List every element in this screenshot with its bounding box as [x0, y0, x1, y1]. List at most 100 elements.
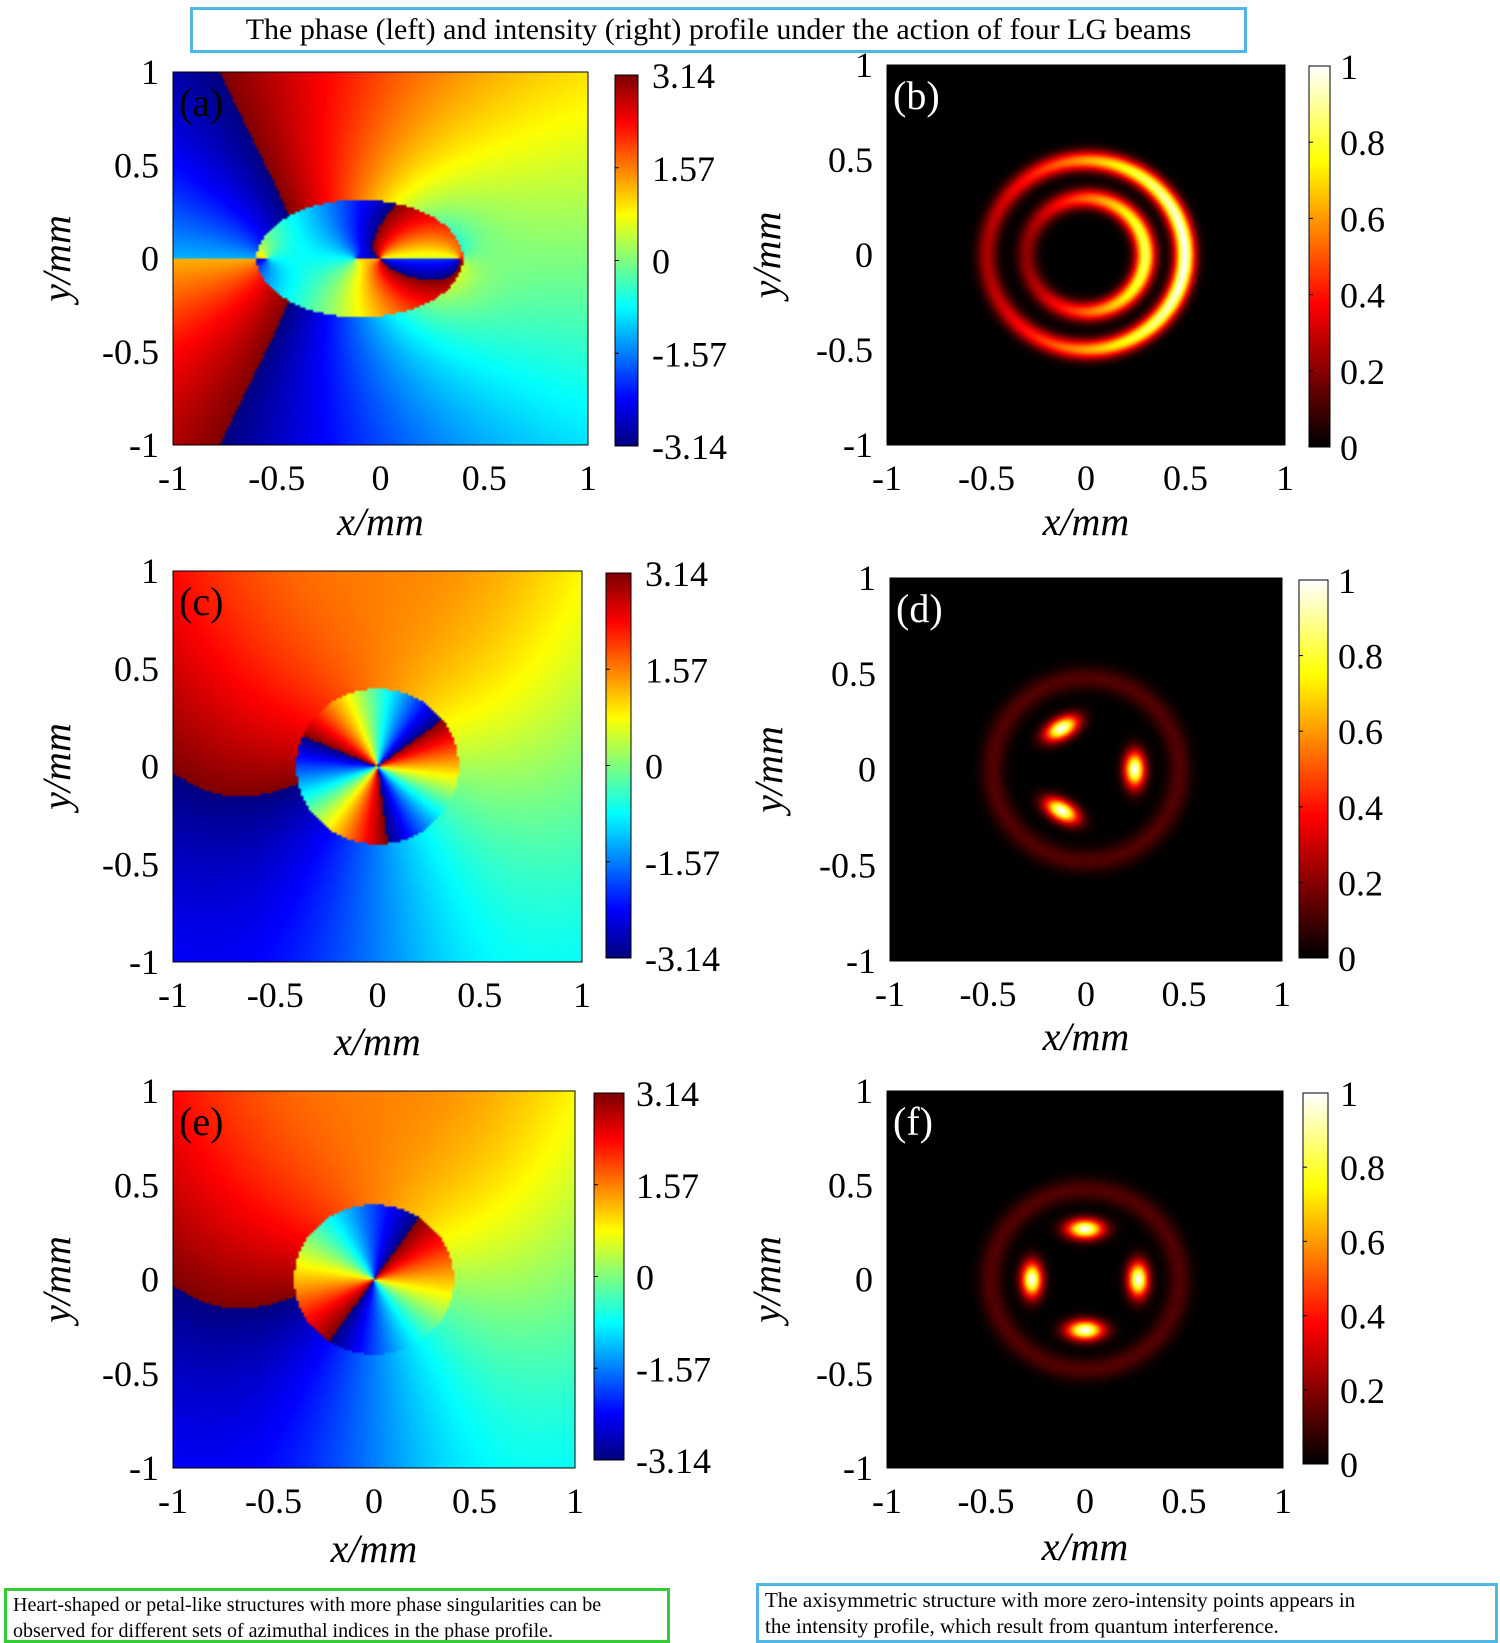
colorbar-tick-label: 0.2	[1338, 863, 1383, 903]
colorbar-tick-label: -1.57	[652, 334, 727, 374]
y-tick-label: 1	[855, 45, 873, 85]
y-tick-label: 0	[141, 1260, 159, 1300]
figure-title: The phase (left) and intensity (right) p…	[190, 7, 1247, 53]
x-axis-label: x/mm	[336, 499, 424, 544]
y-tick-label: -1	[846, 941, 876, 981]
colorbar-tick-label: 0.2	[1340, 1371, 1385, 1411]
x-tick-label: -1	[872, 1481, 902, 1521]
panel-f: (f) 1 0.5 0 -0.5 -1-1 -0.5 0 0.5 1 x/mm y/mm 1 0.8 0.6…	[744, 1071, 1385, 1569]
colorbar-tick-label: -1.57	[636, 1349, 711, 1389]
y-tick-label: 1	[141, 52, 159, 92]
x-tick-label: 0.5	[1162, 974, 1207, 1014]
panel-d: (d) 1 0.5 0 -0.5 -1-1 -0.5 0 0.5 1 x/mm y/mm 1 0.8 0.6…	[746, 558, 1383, 1059]
y-tick-label: 0.5	[114, 145, 159, 185]
panel-label: (e)	[179, 1099, 223, 1144]
colorbar-tick-label: 0	[1340, 428, 1358, 468]
x-axis-label: x/mm	[1042, 499, 1130, 544]
colorbar-tick-label: 3.14	[636, 1074, 699, 1114]
y-tick-label: -0.5	[816, 1354, 873, 1394]
y-tick-label: 0.5	[114, 649, 159, 689]
x-tick-label: 0	[372, 458, 390, 498]
heatmap-image	[173, 72, 588, 445]
y-tick-label: 0	[855, 235, 873, 275]
x-tick-label: 1	[573, 975, 591, 1015]
y-tick-label: 1	[855, 1071, 873, 1111]
colorbar-tick-label: 0	[652, 242, 670, 282]
colorbar	[1299, 580, 1328, 958]
plot-frame	[172, 71, 589, 446]
colorbar-tick-label: 0.6	[1340, 199, 1385, 239]
x-tick-label: 0	[1077, 458, 1095, 498]
x-tick-label: 0	[1077, 974, 1095, 1014]
colorbar-tick-label: 0.4	[1340, 276, 1385, 316]
colorbar	[1309, 66, 1330, 447]
x-tick-label: 0.5	[1162, 1481, 1207, 1521]
right-caption-note: The axisymmetric structure with more zer…	[756, 1583, 1498, 1643]
x-tick-label: 0.5	[457, 975, 502, 1015]
y-tick-label: -0.5	[102, 332, 159, 372]
colorbar-tick-label: -1.57	[645, 843, 720, 883]
panel-label: (f)	[893, 1099, 933, 1144]
plot-frame	[886, 64, 1286, 446]
colorbar-frame	[1302, 1092, 1329, 1465]
heatmap-image	[887, 65, 1285, 445]
colorbar-tick-label: 1.57	[636, 1166, 699, 1206]
x-tick-label: -0.5	[245, 1481, 302, 1521]
y-tick-label: 0.5	[831, 654, 876, 694]
colorbar-tick-label: 0.4	[1338, 788, 1383, 828]
colorbar-tick-label: 0.8	[1340, 1148, 1385, 1188]
colorbar-tick-label: 1.57	[652, 149, 715, 189]
x-tick-label: -1	[875, 974, 905, 1014]
panel-label: (c)	[179, 579, 223, 624]
y-tick-label: 1	[858, 558, 876, 598]
y-tick-label: -1	[129, 1448, 159, 1488]
colorbar-frame	[1298, 579, 1329, 959]
colorbar	[606, 573, 631, 958]
x-tick-label: 0.5	[452, 1481, 497, 1521]
y-tick-label: 0	[858, 750, 876, 790]
panel-label: (a)	[179, 80, 223, 125]
x-tick-label: -0.5	[248, 458, 305, 498]
heatmap-image	[887, 1091, 1283, 1468]
plot-frame	[172, 570, 583, 963]
y-axis-label: y/mm	[34, 723, 79, 814]
x-tick-label: -1	[158, 458, 188, 498]
heatmap-image	[173, 1091, 575, 1468]
y-tick-label: -0.5	[102, 844, 159, 884]
y-tick-label: 0.5	[114, 1165, 159, 1205]
y-axis-label: y/mm	[746, 726, 791, 817]
y-tick-label: 0.5	[828, 140, 873, 180]
colorbar-tick-label: 0.6	[1338, 712, 1383, 752]
colorbar-tick-label: 0	[1338, 939, 1356, 979]
colorbar-tick-label: 0.2	[1340, 352, 1385, 392]
x-axis-label: x/mm	[1041, 1524, 1129, 1569]
x-tick-label: 1	[1273, 974, 1291, 1014]
y-tick-label: 0	[855, 1260, 873, 1300]
panel-e: (e) 1 0.5 0 -0.5 -1-1 -0.5 0 0.5 1 x/mm y/mm 3.14 1.5…	[34, 1071, 711, 1571]
plot-frame	[172, 1090, 576, 1469]
colorbar-tick-label: 1	[1338, 561, 1356, 601]
x-tick-label: 0	[365, 1481, 383, 1521]
panel-label: (b)	[893, 73, 940, 118]
x-tick-label: 1	[1274, 1481, 1292, 1521]
panel-label: (d)	[896, 586, 943, 631]
colorbar-tick-label: 3.14	[645, 554, 708, 594]
x-axis-label: x/mm	[333, 1019, 421, 1064]
panel-b: (b) 1 0.5 0 -0.5 -1-1 -0.5 0 0.5 1 x/mm y/mm 1 0.8 0.6…	[744, 45, 1385, 544]
y-tick-label: -1	[129, 942, 159, 982]
plot-frame	[886, 1090, 1284, 1469]
y-tick-label: -0.5	[819, 845, 876, 885]
x-tick-label: -0.5	[958, 458, 1015, 498]
colorbar	[615, 75, 638, 446]
colorbar-tick-label: 1	[1340, 1074, 1358, 1114]
left-note-line-1: Heart-shaped or petal-like structures wi…	[13, 1594, 602, 1616]
panel-c: (c) 1 0.5 0 -0.5 -1-1 -0.5 0 0.5 1 x/mm y/mm 3.14 1.5…	[34, 551, 720, 1064]
y-axis-label: y/mm	[34, 1236, 79, 1327]
x-tick-label: -0.5	[247, 975, 304, 1015]
colorbar-tick-label: 1.57	[645, 650, 708, 690]
x-tick-label: 0.5	[1163, 458, 1208, 498]
x-tick-label: 1	[566, 1481, 584, 1521]
x-tick-label: 0	[1076, 1481, 1094, 1521]
x-axis-label: x/mm	[1042, 1014, 1130, 1059]
